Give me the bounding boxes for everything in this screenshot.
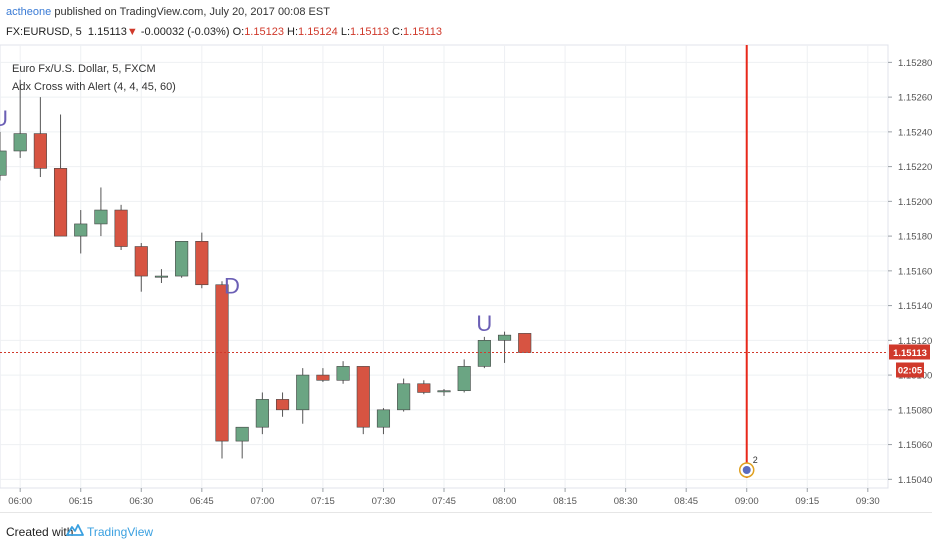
candle-body (94, 209, 108, 225)
time-tick-label: 09:00 (735, 496, 759, 507)
author-link[interactable]: actheone (6, 6, 52, 18)
price-tick-label: 1.15240 (898, 127, 932, 138)
overlays-layer: 2 (0, 45, 888, 478)
last-price-tag (889, 344, 930, 360)
candle-body (0, 150, 7, 176)
time-tick-label: 06:00 (8, 496, 32, 507)
countdown-tag (896, 362, 924, 378)
price-tick-label: 1.15280 (898, 58, 932, 69)
low-label: L: (340, 26, 351, 38)
publish-line: actheone published on TradingView.com, J… (6, 6, 330, 18)
price-tick-label: 1.15040 (898, 475, 932, 486)
candle-body (53, 168, 68, 237)
close-value: 1.15113 (403, 26, 442, 38)
time-tick-label: 08:00 (493, 496, 517, 507)
price-tick-label: 1.15060 (898, 440, 932, 451)
created-with-text: Created with (6, 525, 74, 539)
high-label: H: (287, 26, 299, 38)
symbol-label: FX:EURUSD, 5 (6, 26, 82, 38)
open-label: O: (232, 26, 245, 38)
price-tick-label: 1.15140 (898, 301, 932, 312)
signal-label: U (0, 106, 8, 131)
signal-label: D (224, 273, 240, 298)
candle-body (215, 284, 229, 442)
time-tick-label: 06:15 (69, 496, 93, 507)
price-axis[interactable]: 1.15280 1.15260 1.15240 1.15220 1.15200 1.151… (888, 58, 932, 486)
countdown-tag-label: 02:05 (898, 365, 923, 376)
down-arrow-icon: ▼ (126, 26, 138, 38)
time-tick-label: 07:30 (372, 496, 396, 507)
time-tick-label: 06:45 (190, 496, 214, 507)
candle-body (195, 241, 209, 286)
tradingview-logo-icon[interactable] (66, 523, 84, 542)
last-price-value: 1.15113 (87, 26, 127, 38)
price-tick-label: 1.15160 (898, 266, 932, 277)
series-legend[interactable]: Euro Fx/U.S. Dollar, 5, FXCM (12, 63, 156, 75)
low-value: 1.15113 (350, 26, 389, 38)
indicator-legend[interactable]: Adx Cross with Alert (4, 4, 45, 60) (12, 81, 176, 93)
price-tick-label: 1.15180 (898, 232, 932, 243)
candle-body (376, 409, 391, 428)
time-tick-label: 08:30 (614, 496, 638, 507)
time-tick-label: 08:45 (674, 496, 698, 507)
candle-body (457, 366, 471, 392)
price-tick-label: 1.15220 (898, 162, 932, 173)
time-axis[interactable]: 06:00 06:15 06:30 06:45 07:00 07:15 07:30 07:45… (8, 488, 880, 507)
price-tick-label: 1.15260 (898, 93, 932, 104)
event-marker-badge: 2 (753, 455, 758, 465)
symbol-line: FX:EURUSD, 5 1.15113▼ -0.00032 (-0.03%) … (6, 26, 442, 38)
tradingview-brand-link[interactable]: TradingView (87, 525, 154, 539)
candle-body (235, 426, 249, 442)
candle-body (497, 334, 512, 341)
change-value: -0.00032 (-0.03%) (140, 26, 230, 38)
candle-body (397, 383, 411, 411)
candle-body (477, 340, 491, 367)
time-tick-label: 06:30 (129, 496, 153, 507)
time-tick-label: 07:45 (432, 496, 456, 507)
signal-label: U (476, 311, 492, 336)
price-tick-label: 1.15120 (898, 336, 932, 347)
candle-body (296, 374, 310, 411)
event-marker-dot (742, 466, 751, 474)
candle-body (114, 209, 128, 247)
candle-body (175, 241, 189, 277)
candle-body (275, 399, 290, 411)
candles-layer (0, 79, 532, 459)
time-tick-label: 07:15 (311, 496, 335, 507)
candle-body (417, 383, 431, 393)
published-text: published on TradingView.com, July 20, 2… (54, 6, 330, 18)
price-tick-label: 1.15200 (898, 197, 932, 208)
candle-body (356, 366, 370, 428)
time-tick-label: 09:15 (795, 496, 819, 507)
time-tick-label: 07:00 (250, 496, 274, 507)
high-value: 1.15124 (298, 26, 338, 38)
price-tick-label: 1.15080 (898, 405, 932, 416)
grid-lines (0, 45, 888, 488)
open-value: 1.15123 (244, 26, 284, 38)
candle-body (336, 366, 350, 381)
candle-body (255, 399, 269, 428)
footer-bar: Created with TradingView (0, 512, 932, 551)
price-chart[interactable]: U D U 2 1.15280 1.15260 1.15240 1.15220 1.1520… (0, 0, 932, 512)
last-price-tag-label: 1.15113 (893, 348, 927, 359)
candle-body (74, 223, 88, 237)
candle-body (154, 275, 169, 278)
candle-body (316, 374, 330, 381)
time-tick-label: 09:30 (856, 496, 880, 507)
close-label: C: (392, 26, 404, 38)
time-tick-label: 08:15 (553, 496, 577, 507)
candle-body (134, 246, 148, 277)
candle-body (437, 390, 451, 393)
signals-layer: U D U (0, 106, 492, 336)
candle-body (13, 133, 27, 152)
candle-body (33, 133, 47, 169)
candle-body (518, 333, 532, 353)
